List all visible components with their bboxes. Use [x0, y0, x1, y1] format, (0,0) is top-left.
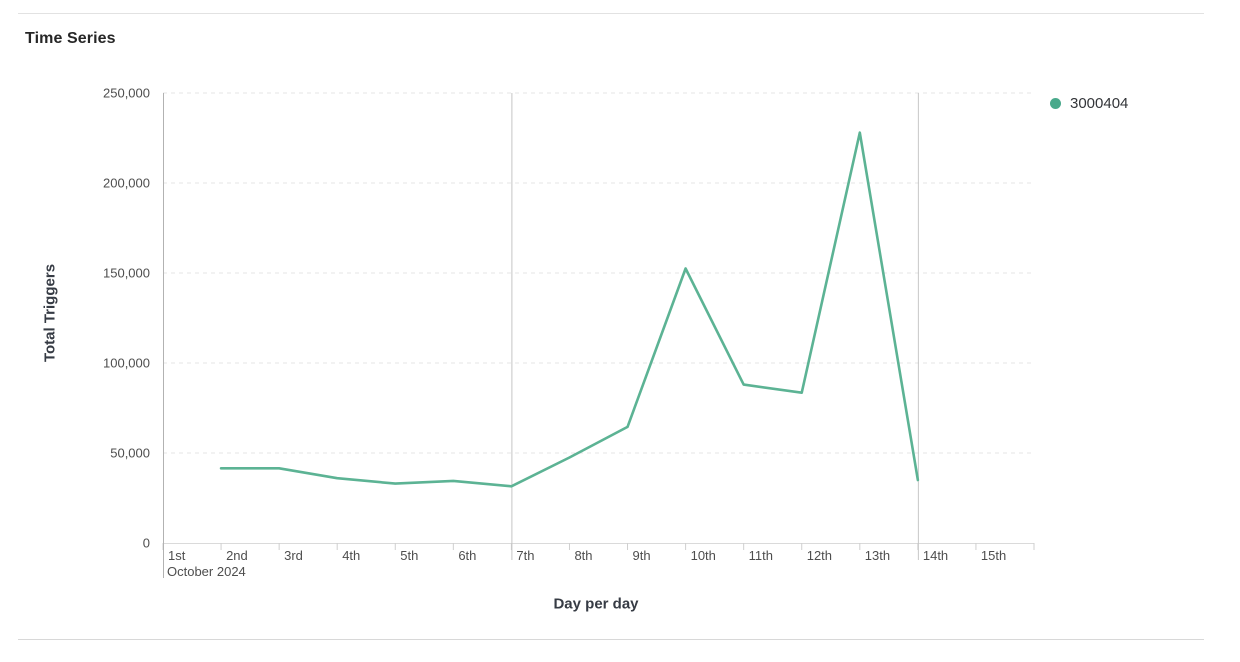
svg-text:150,000: 150,000: [103, 266, 150, 281]
svg-text:250,000: 250,000: [103, 86, 150, 101]
legend-item[interactable]: 3000404: [1050, 95, 1128, 112]
svg-text:13th: 13th: [865, 548, 890, 563]
svg-text:10th: 10th: [691, 548, 716, 563]
card-bottom-border: [18, 639, 1204, 640]
card-top-border: [18, 13, 1204, 14]
svg-text:3rd: 3rd: [284, 548, 303, 563]
svg-text:14th: 14th: [923, 548, 948, 563]
svg-text:4th: 4th: [342, 548, 360, 563]
svg-text:October 2024: October 2024: [167, 564, 246, 579]
svg-text:2nd: 2nd: [226, 548, 248, 563]
legend-dot-icon: [1050, 98, 1061, 109]
chart-title: Time Series: [25, 30, 116, 47]
svg-text:1st: 1st: [168, 548, 186, 563]
svg-text:6th: 6th: [458, 548, 476, 563]
svg-text:9th: 9th: [633, 548, 651, 563]
svg-text:5th: 5th: [400, 548, 418, 563]
svg-text:15th: 15th: [981, 548, 1006, 563]
legend-label: 3000404: [1070, 95, 1129, 112]
svg-text:100,000: 100,000: [103, 356, 150, 371]
x-axis-title: Day per day: [553, 595, 639, 613]
svg-text:12th: 12th: [807, 548, 832, 563]
svg-text:11th: 11th: [749, 548, 773, 563]
svg-text:0: 0: [143, 536, 150, 551]
svg-text:8th: 8th: [574, 548, 592, 563]
svg-text:200,000: 200,000: [103, 176, 150, 191]
svg-text:7th: 7th: [516, 548, 534, 563]
svg-text:50,000: 50,000: [110, 446, 150, 461]
